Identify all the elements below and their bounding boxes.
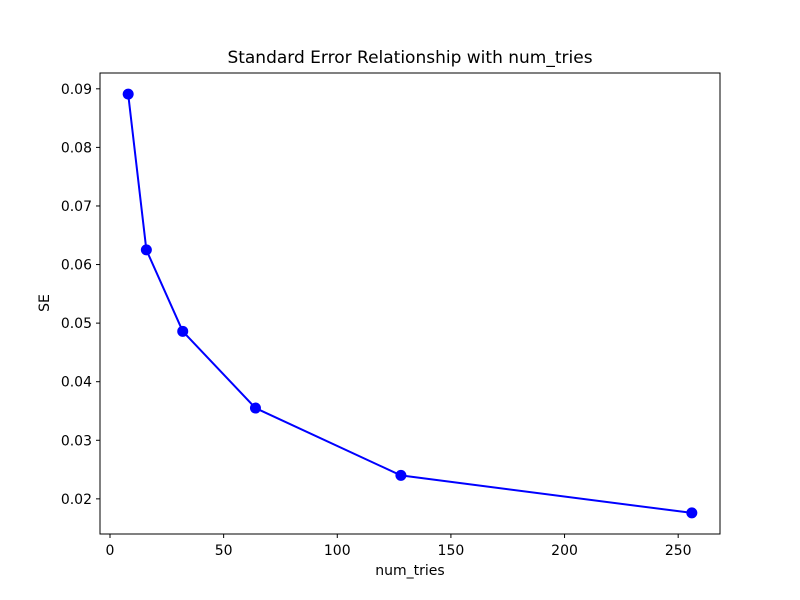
x-tick-label: 0 bbox=[106, 543, 115, 559]
data-point bbox=[122, 88, 134, 100]
y-tick-label: 0.02 bbox=[61, 492, 92, 508]
data-point bbox=[686, 507, 698, 519]
y-tick-label: 0.07 bbox=[61, 199, 92, 215]
se-line bbox=[127, 93, 692, 514]
y-tick-label: 0.08 bbox=[61, 140, 92, 156]
y-tick-label: 0.04 bbox=[61, 375, 92, 391]
data-point bbox=[249, 402, 261, 414]
x-tick-label: 150 bbox=[438, 543, 465, 559]
y-tick-label: 0.05 bbox=[61, 316, 92, 332]
plot-area bbox=[99, 72, 721, 535]
y-tick-label: 0.09 bbox=[61, 82, 92, 98]
data-point bbox=[395, 469, 407, 481]
data-point bbox=[177, 325, 189, 337]
y-tick-label: 0.06 bbox=[61, 258, 92, 274]
data-point bbox=[140, 244, 152, 256]
x-axis-label: num_tries bbox=[375, 563, 444, 579]
x-tick-label: 50 bbox=[215, 543, 233, 559]
plot-content: 0 50 100 150 200 250 0.02 0.03 0.04 0.05 0.06 0.07 0… bbox=[61, 82, 698, 559]
y-axis-label: SE bbox=[37, 294, 53, 312]
chart-title: Standard Error Relationship with num_tri… bbox=[227, 48, 592, 68]
x-tick-label: 100 bbox=[324, 543, 351, 559]
x-tick-label: 250 bbox=[665, 543, 692, 559]
x-tick-label: 200 bbox=[551, 543, 578, 559]
y-tick-label: 0.03 bbox=[61, 433, 92, 449]
